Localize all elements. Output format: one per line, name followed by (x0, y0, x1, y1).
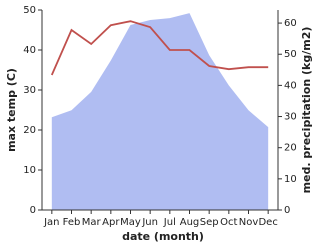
y-tick-label: 30 (23, 85, 36, 96)
x-tick-label: Sep (200, 217, 219, 228)
x-tick-label: Nov (239, 217, 259, 228)
y2-tick-label: 50 (284, 49, 297, 60)
y-tick-label: 0 (30, 205, 36, 216)
y2-tick-label: 0 (284, 205, 290, 216)
x-axis-title: date (month) (122, 230, 204, 243)
x-tick-label: Oct (220, 217, 237, 228)
precipitation-area (51, 13, 269, 210)
temperature-line (50, 20, 269, 76)
y2-tick-label: 30 (284, 112, 297, 123)
x-tick-label: Jul (163, 217, 176, 228)
x-tick-label: May (120, 217, 141, 228)
x-tick-label: Feb (63, 217, 81, 228)
x-tick-label: Jan (43, 217, 59, 228)
x-tick-label: Apr (102, 217, 120, 228)
y-tick-label: 40 (23, 45, 36, 56)
y2-tick-label: 40 (284, 80, 297, 91)
y2-tick-label: 60 (284, 18, 297, 29)
x-tick-label: Jun (141, 217, 158, 228)
y-tick-label: 20 (23, 125, 36, 136)
x-tick-label: Dec (258, 217, 277, 228)
y2-axis-title: med. precipitation (kg/m2) (300, 27, 313, 194)
y-tick-label: 50 (23, 5, 36, 16)
y-axis-title: max temp (C) (5, 68, 18, 152)
y2-tick-label: 20 (284, 143, 297, 154)
x-tick-label: Aug (180, 217, 200, 228)
y-tick-label: 10 (23, 165, 36, 176)
x-tick-label: Mar (82, 217, 102, 228)
y2-tick-label: 10 (284, 174, 297, 185)
